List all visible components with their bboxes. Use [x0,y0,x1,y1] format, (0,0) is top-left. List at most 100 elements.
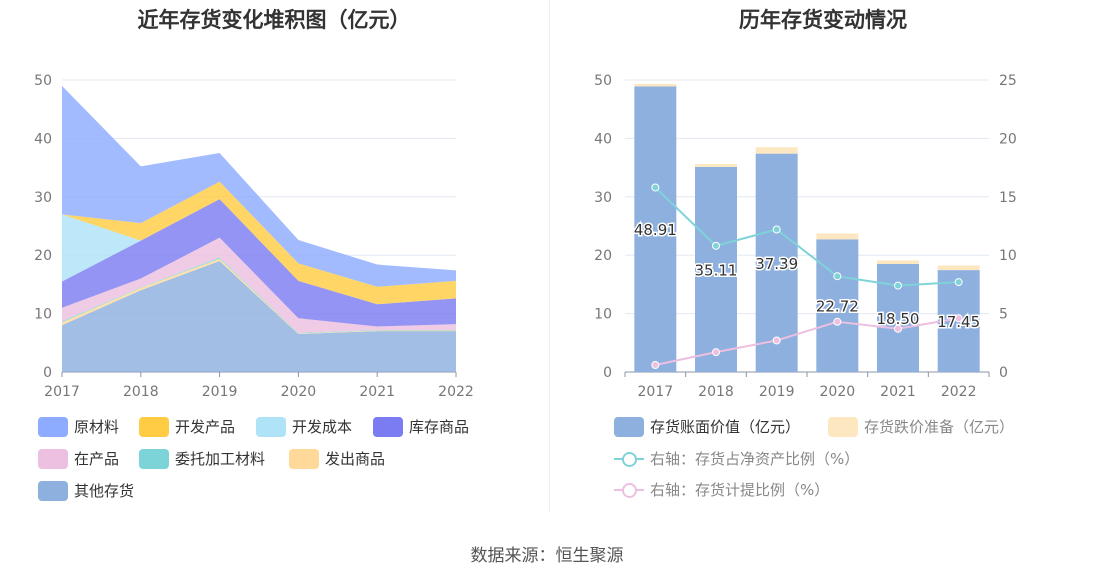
line-point [954,278,963,287]
y-tick-label: 50 [34,73,52,89]
legend-item[interactable]: 开发产品 [139,416,235,437]
legend-swatch [614,416,644,437]
y2-tick-label: 15 [999,190,1017,206]
line-series [655,317,959,366]
bar [634,84,677,87]
line-point [772,225,781,234]
legend-label: 存货账面价值（亿元） [650,418,801,436]
legend-swatch [38,448,68,469]
legend-item[interactable]: 在产品 [38,448,119,469]
legend-label: 右轴：存货计提比例（%） [650,481,830,499]
line-point [833,272,842,281]
y2-tick-label: 5 [999,307,1008,323]
y-tick-label: 40 [34,131,52,147]
legend-label: 开发产品 [175,418,236,436]
bar [816,233,859,240]
y-tick-label: 50 [594,73,612,89]
legend-swatch [139,416,169,437]
y-tick-label: 30 [34,190,52,206]
area-series [62,199,456,327]
line-point [712,348,720,357]
line-point [772,336,781,345]
legend-swatch [139,448,169,469]
bar-line-chart-panel: 历年存货变动情况 0 10 20 30 40 50 0 5 10 15 20 25 2017 2018 20… [552,0,1094,520]
bar-data-label: 37.39 [755,255,798,273]
legend-item[interactable]: 委托加工材料 [139,448,265,469]
y2-tick-label: 0 [999,365,1008,381]
data-source-note: 数据来源：恒生聚源 [470,546,624,566]
y-tick-label: 30 [594,190,612,206]
legend-item[interactable]: 右轴：存货计提比例（%） [614,479,829,500]
line-series [654,186,959,287]
legend-swatch [614,449,644,469]
legend-label: 其他存货 [74,482,135,500]
legend-swatch [828,416,858,437]
legend-label: 原材料 [74,418,120,436]
legend-item[interactable]: 右轴：存货占净资产比例（%） [614,448,859,469]
y-tick-label: 10 [594,307,612,323]
bar-data-label: 48.91 [634,221,677,239]
bar-data-label: 18.50 [877,310,920,328]
right-chart-title: 历年存货变动情况 [739,8,907,32]
left-chart-title: 近年存货变化堆积图（亿元） [137,8,411,32]
y-tick-label: 10 [34,307,52,323]
y-tick-label: 0 [43,365,52,381]
x-tick-label: 2017 [638,384,674,400]
legend-item[interactable]: 发出商品 [289,448,385,469]
legend-label: 发出商品 [325,450,386,468]
line-point [712,241,720,250]
legend-label: 库存商品 [409,418,470,436]
y2-tick-label: 20 [999,131,1017,147]
bar [816,239,859,372]
legend-swatch [373,416,403,437]
area-series [62,85,456,287]
stacked-area-chart-panel: 近年存货变化堆积图（亿元） 0 10 20 30 40 50 2017 2018 2019 202… [0,0,548,520]
x-tick-label: 2021 [359,384,395,400]
x-tick-label: 2017 [44,384,80,400]
x-tick-label: 2018 [698,384,734,400]
area-series [62,237,456,333]
legend-label: 开发成本 [292,418,353,436]
line-point [894,324,902,333]
legend-item[interactable]: 存货账面价值（亿元） [614,416,800,437]
area-series [62,261,456,372]
y-tick-label: 0 [603,365,612,381]
legend-item[interactable]: 开发成本 [256,416,352,437]
line-point [894,281,902,290]
legend-label: 存货跌价准备（亿元） [864,418,1015,436]
legend-label: 右轴：存货占净资产比例（%） [650,450,860,468]
line-point [833,317,842,326]
x-tick-label: 2019 [202,384,238,400]
legend-item[interactable]: 其他存货 [38,480,134,501]
y-tick-label: 20 [34,248,52,264]
bar-data-label: 22.72 [816,298,859,316]
bar [877,260,919,264]
legend-swatch [256,416,286,437]
x-tick-label: 2020 [820,384,856,400]
legend-swatch [614,480,644,500]
bar [634,86,677,372]
y-tick-label: 40 [594,131,612,147]
legend-item[interactable]: 原材料 [38,416,119,437]
area-series [62,257,456,334]
x-tick-label: 2020 [281,384,317,400]
y-tick-label: 20 [594,248,612,264]
legend-item[interactable]: 存货跌价准备（亿元） [828,416,1014,437]
x-tick-label: 2021 [880,384,916,400]
legend-swatch [38,480,68,501]
line-point [954,314,963,323]
bar [755,147,798,154]
stacked-area-chart: 0 10 20 30 40 50 2017 2018 2019 2020 2021 2022 [34,73,474,400]
legend-marker [622,451,637,467]
bar [695,166,737,372]
x-tick-label: 2019 [759,384,795,400]
line-point [651,360,660,369]
legend-label: 在产品 [74,450,120,468]
line-point [651,183,660,192]
bar-line-chart: 0 10 20 30 40 50 0 5 10 15 20 25 2017 2018 2019 2020 202… [594,73,1017,400]
legend-item[interactable]: 库存商品 [373,416,469,437]
y2-tick-label: 10 [999,248,1017,264]
bar [937,265,980,271]
legend-swatch [289,448,319,469]
legend-swatch [38,416,68,437]
